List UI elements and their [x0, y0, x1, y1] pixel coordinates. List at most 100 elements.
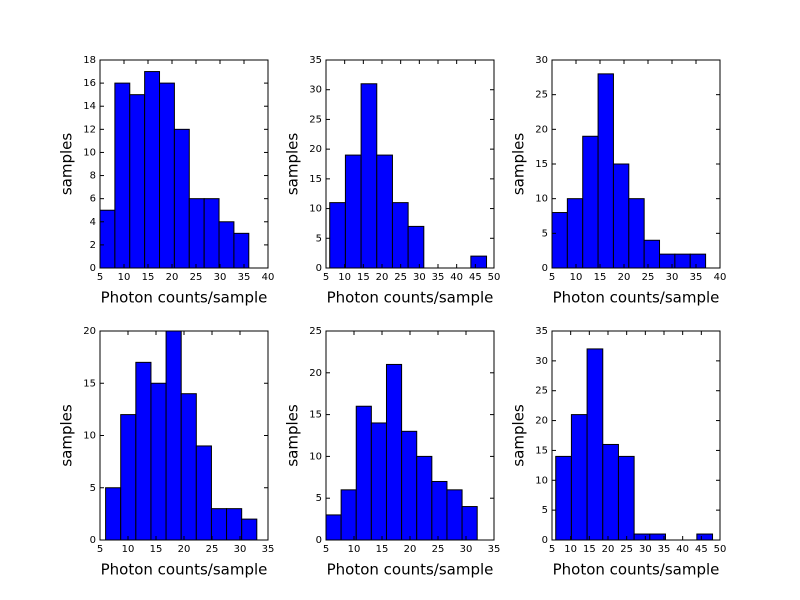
bar [551, 212, 568, 269]
bar [674, 253, 691, 269]
bar [344, 154, 362, 269]
bar [470, 255, 488, 269]
x-tick-label: 35 [432, 272, 445, 283]
x-tick-label: 35 [658, 544, 671, 555]
bar [416, 455, 433, 541]
x-axis-label: Photon counts/sample [553, 289, 720, 307]
bar [114, 82, 131, 269]
x-tick-label: 5 [549, 272, 555, 283]
x-tick-label: 10 [338, 272, 351, 283]
x-tick-label: 35 [690, 272, 703, 283]
y-axis-label: samples [58, 404, 76, 467]
y-tick-label: 20 [83, 326, 96, 337]
axes-frame [99, 59, 269, 269]
y-tick-label: 15 [535, 445, 548, 456]
bar [325, 514, 342, 541]
x-axis-label: Photon counts/sample [101, 561, 268, 579]
y-tick-label: 35 [535, 326, 548, 337]
x-tick-label: 45 [695, 544, 708, 555]
x-tick-label: 30 [639, 544, 652, 555]
x-axis-label: Photon counts/sample [327, 289, 494, 307]
bar [210, 508, 228, 541]
bar [370, 422, 387, 541]
bar [643, 239, 661, 269]
x-tick-label: 25 [394, 272, 407, 283]
bar [203, 198, 220, 269]
y-tick-label: 0 [542, 263, 548, 274]
bar [360, 83, 378, 269]
axes-frame [325, 59, 495, 269]
y-tick-label: 20 [309, 144, 322, 155]
y-tick-label: 10 [309, 451, 322, 462]
x-tick-label: 15 [583, 544, 596, 555]
bar [633, 533, 651, 541]
bar [129, 94, 146, 269]
axes-frame [551, 330, 721, 541]
bar [401, 430, 418, 541]
bar [120, 414, 137, 541]
y-tick-label: 30 [309, 85, 322, 96]
y-tick-label: 8 [90, 171, 96, 182]
x-tick-label: 25 [642, 272, 655, 283]
x-tick-label: 5 [323, 544, 329, 555]
y-tick-label: 5 [542, 505, 548, 516]
y-tick-label: 20 [535, 416, 548, 427]
y-tick-label: 25 [309, 114, 322, 125]
y-tick-label: 4 [90, 217, 96, 228]
y-axis-label: samples [510, 133, 528, 196]
bar [144, 71, 161, 269]
y-tick-label: 35 [309, 55, 322, 66]
bar [355, 405, 372, 541]
y-tick-label: 12 [83, 124, 96, 135]
x-tick-label: 5 [97, 544, 103, 555]
y-tick-label: 20 [535, 124, 548, 135]
bar [586, 348, 604, 541]
x-tick-label: 20 [166, 272, 179, 283]
x-tick-label: 30 [234, 544, 247, 555]
y-tick-label: 25 [535, 386, 548, 397]
bar [195, 445, 212, 541]
y-tick-label: 14 [83, 101, 96, 112]
bar [340, 489, 357, 541]
y-tick-label: 5 [542, 228, 548, 239]
x-tick-label: 40 [714, 272, 727, 283]
bar [566, 198, 584, 269]
bar [173, 128, 190, 269]
x-tick-label: 5 [549, 544, 555, 555]
x-tick-label: 30 [214, 272, 227, 283]
y-tick-label: 25 [309, 326, 322, 337]
y-tick-label: 15 [535, 159, 548, 170]
y-tick-label: 0 [542, 535, 548, 546]
bar [218, 221, 235, 269]
y-tick-label: 6 [90, 194, 96, 205]
bar [617, 455, 635, 541]
x-tick-label: 35 [238, 272, 251, 283]
x-tick-label: 25 [620, 544, 633, 555]
x-tick-label: 35 [488, 544, 501, 555]
bar [385, 363, 403, 541]
bar [329, 202, 346, 269]
bar [649, 533, 666, 541]
x-tick-label: 10 [122, 544, 135, 555]
y-tick-label: 10 [535, 194, 548, 205]
bar [602, 443, 619, 541]
x-tick-label: 30 [460, 544, 473, 555]
y-axis-label: samples [284, 404, 302, 467]
bar [150, 382, 167, 541]
x-tick-label: 40 [676, 544, 689, 555]
y-axis-label: samples [510, 404, 528, 467]
y-axis-label: samples [284, 133, 302, 196]
y-tick-label: 18 [83, 55, 96, 66]
x-tick-label: 45 [469, 272, 482, 283]
y-tick-label: 0 [316, 535, 322, 546]
bar [612, 163, 630, 269]
x-tick-label: 20 [178, 544, 191, 555]
x-tick-label: 50 [714, 544, 727, 555]
y-tick-label: 0 [90, 263, 96, 274]
bar [165, 330, 182, 541]
y-tick-label: 10 [83, 431, 96, 442]
x-tick-label: 25 [190, 272, 203, 283]
y-tick-label: 15 [83, 378, 96, 389]
x-tick-label: 20 [602, 544, 615, 555]
x-tick-label: 10 [348, 544, 361, 555]
